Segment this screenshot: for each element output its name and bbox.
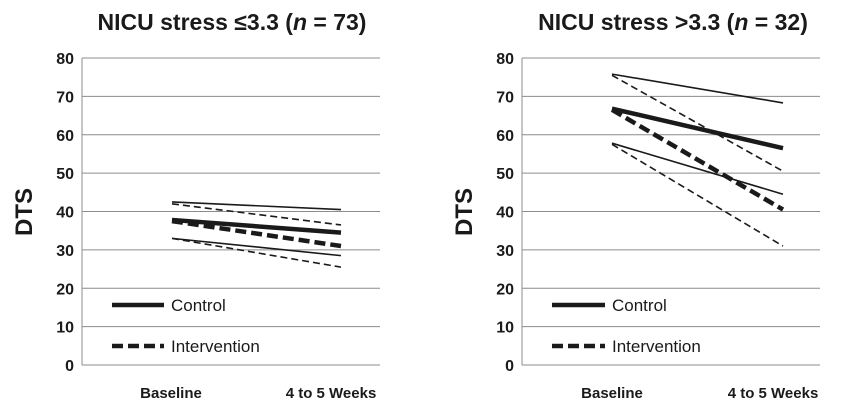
y-axis-label: DTS bbox=[451, 188, 478, 236]
series-line-intervention-lower bbox=[611, 143, 784, 247]
series-line-intervention-mean bbox=[610, 107, 785, 212]
y-tick-label: 60 bbox=[56, 128, 74, 145]
y-tick-label: 10 bbox=[496, 320, 514, 337]
series-line-control-upper bbox=[611, 73, 784, 104]
y-tick-label: 50 bbox=[56, 166, 74, 183]
y-tick-label: 50 bbox=[496, 166, 514, 183]
chart-panel-1: 0 10 20 30 40 50 60 70 80 Baseline 4 to 5 Weeks NIC… bbox=[11, 9, 380, 402]
series-line-control-mean bbox=[611, 106, 784, 151]
series-line-intervention-mean bbox=[171, 218, 342, 249]
y-tick-label: 80 bbox=[496, 51, 514, 68]
y-tick-label: 40 bbox=[496, 205, 514, 222]
series-line-control-upper bbox=[171, 201, 342, 211]
y-tick-label: 0 bbox=[505, 358, 514, 375]
series-line-control-lower bbox=[611, 142, 784, 195]
y-tick-label: 20 bbox=[56, 281, 74, 298]
y-tick-label: 20 bbox=[496, 281, 514, 298]
series-line-intervention-upper bbox=[171, 203, 342, 226]
legend-label-intervention: Intervention bbox=[612, 337, 701, 356]
series-line-control-mean bbox=[171, 217, 342, 235]
chart-title: NICU stress >3.3 (n = 32) bbox=[538, 9, 808, 35]
y-tick-label: 40 bbox=[56, 205, 74, 222]
legend-label-control: Control bbox=[612, 296, 667, 315]
series-line-intervention-lower bbox=[171, 237, 342, 268]
y-tick-label: 70 bbox=[496, 89, 514, 106]
y-axis-label: DTS bbox=[11, 188, 38, 236]
chart-panel-2: 0 10 20 30 40 50 60 70 80 Baseline 4 to 5 Weeks NIC… bbox=[451, 9, 820, 402]
y-tick-label: 70 bbox=[56, 89, 74, 106]
x-tick-label: Baseline bbox=[581, 385, 643, 402]
y-tick-label: 10 bbox=[56, 320, 74, 337]
y-tick-label: 30 bbox=[56, 243, 74, 260]
legend-label-intervention: Intervention bbox=[171, 337, 260, 356]
series-line-intervention-upper bbox=[611, 74, 784, 172]
x-tick-label: Baseline bbox=[140, 385, 202, 402]
y-tick-label: 30 bbox=[496, 243, 514, 260]
y-tick-label: 0 bbox=[65, 358, 74, 375]
legend-label-control: Control bbox=[171, 296, 226, 315]
y-tick-label: 80 bbox=[56, 51, 74, 68]
x-tick-label: 4 to 5 Weeks bbox=[728, 385, 819, 402]
x-tick-label: 4 to 5 Weeks bbox=[286, 385, 377, 402]
series-line-control-lower bbox=[171, 237, 342, 257]
chart-title: NICU stress ≤3.3 (n = 73) bbox=[98, 9, 367, 35]
y-tick-label: 60 bbox=[496, 128, 514, 145]
